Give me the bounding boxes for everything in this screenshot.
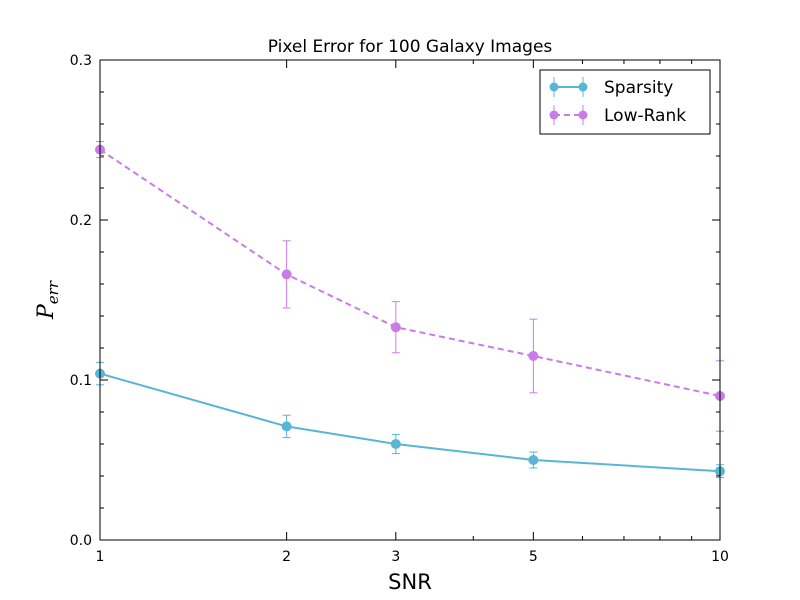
legend-marker bbox=[578, 110, 588, 120]
legend-box bbox=[539, 69, 711, 135]
legend-marker bbox=[549, 82, 559, 92]
legend-marker bbox=[549, 110, 559, 120]
legend: Sparsity Low-Rank bbox=[539, 69, 711, 135]
series-sparsity bbox=[95, 361, 725, 479]
data-point bbox=[390, 322, 401, 333]
x-tick-label: 3 bbox=[391, 549, 400, 565]
data-point bbox=[390, 439, 401, 449]
y-axis-label-sub: err bbox=[44, 280, 62, 304]
series-layer bbox=[95, 141, 725, 479]
x-tick-label: 1 bbox=[96, 549, 105, 565]
series-low-rank bbox=[95, 141, 725, 432]
legend-item-low-rank: Low-Rank bbox=[549, 105, 686, 126]
legend-label: Sparsity bbox=[604, 78, 673, 98]
plot-area: 0.0 0.1 0.2 0.3 1 2 3 5 10 bbox=[70, 53, 729, 565]
y-axis-label: Perr bbox=[34, 280, 62, 320]
plot-frame bbox=[99, 59, 721, 541]
x-axis-label: SNR bbox=[388, 570, 432, 594]
data-point bbox=[281, 421, 292, 432]
y-tick-label: 0.1 bbox=[70, 373, 92, 389]
chart-title: Pixel Error for 100 Galaxy Images bbox=[268, 37, 553, 57]
y-tick-label: 0.3 bbox=[70, 53, 92, 69]
svg-text:Perr: Perr bbox=[34, 280, 62, 320]
data-point bbox=[528, 351, 539, 361]
y-tick-label: 0.0 bbox=[70, 533, 92, 549]
x-tick-label: 2 bbox=[282, 549, 291, 565]
legend-label: Low-Rank bbox=[604, 106, 686, 126]
y-axis-label-main: P bbox=[34, 303, 59, 320]
legend-marker bbox=[578, 82, 588, 92]
x-tick-label: 5 bbox=[529, 549, 538, 565]
legend-item-sparsity: Sparsity bbox=[549, 77, 673, 98]
data-point bbox=[281, 269, 292, 280]
x-tick-label: 10 bbox=[711, 549, 729, 565]
plot-background bbox=[100, 60, 720, 540]
y-tick-label: 0.2 bbox=[70, 213, 92, 229]
data-point bbox=[528, 455, 539, 465]
